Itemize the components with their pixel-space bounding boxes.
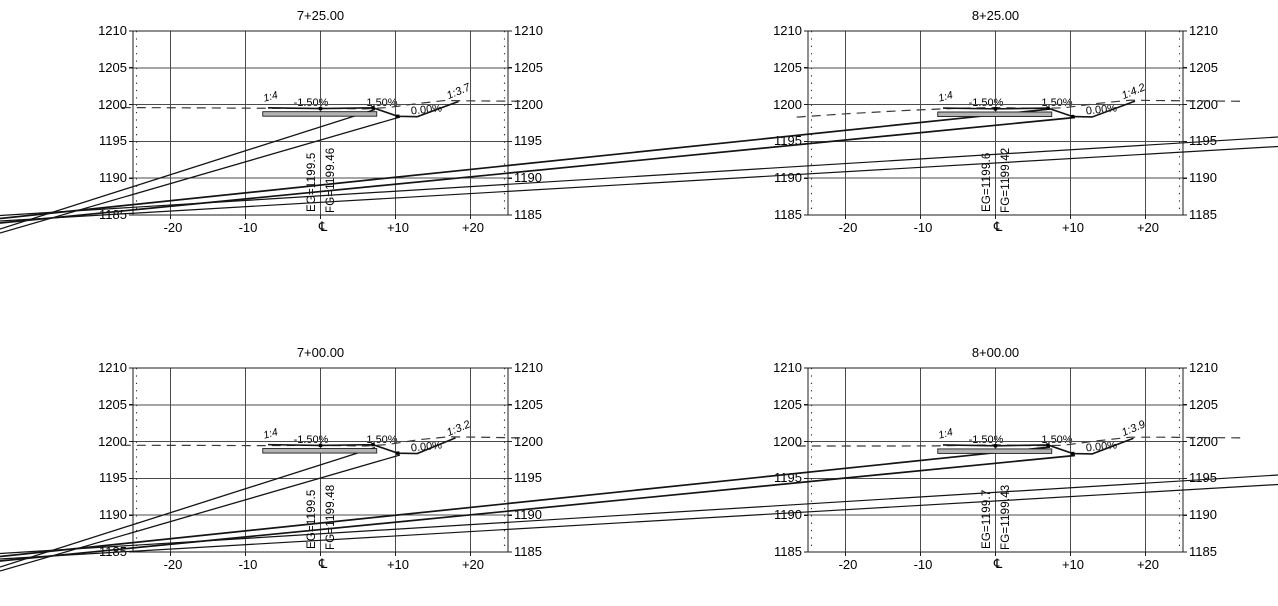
y-axis-label: 1185 <box>1189 544 1217 559</box>
section-plot-7-00: 7+00.00 EG=1199.5 FG=1199.48 1:4 -1.50% … <box>98 345 543 572</box>
centerline-axis-label: ℄ <box>993 557 1003 572</box>
y-axis-label: 1200 <box>773 96 802 112</box>
y-axis-label: 1185 <box>1189 207 1217 222</box>
y-axis-label: 1205 <box>773 396 802 412</box>
station-title: 8+00.00 <box>971 345 1020 360</box>
y-axis-label: 1205 <box>98 59 127 75</box>
left-slope-label: 1:4 <box>937 89 955 105</box>
y-axis-label: 1185 <box>774 544 802 559</box>
x-axis-label: -20 <box>838 220 858 235</box>
x-axis-label: +20 <box>461 557 485 572</box>
left-slope-label: 1:4 <box>937 426 955 442</box>
y-axis-label: 1205 <box>514 396 543 412</box>
left-grade-label: -1.50% <box>293 434 329 446</box>
y-axis-label: 1200 <box>514 433 543 449</box>
eg-elevation-label: EG=1199.6 <box>981 152 993 212</box>
y-axis-label: 1185 <box>514 544 542 559</box>
y-axis-label: 1190 <box>774 507 802 523</box>
y-axis-label: 1195 <box>514 470 542 486</box>
x-axis-label: +10 <box>386 220 410 235</box>
y-axis-label: 1200 <box>1189 433 1218 449</box>
y-axis-label: 1190 <box>774 170 802 186</box>
y-axis-label: 1195 <box>99 133 127 149</box>
y-axis-label: 1210 <box>514 23 543 38</box>
eg-elevation-label: EG=1199.7 <box>981 489 993 549</box>
y-axis-label: 1205 <box>98 396 127 412</box>
y-axis-label: 1200 <box>98 96 127 112</box>
fg-elevation-label: FG=1199.42 <box>1000 147 1012 213</box>
y-axis-label: 1195 <box>774 133 802 149</box>
centerline-axis-label: ℄ <box>993 220 1003 235</box>
y-axis-label: 1190 <box>1189 170 1217 186</box>
x-axis-label: +10 <box>1061 557 1085 572</box>
left-grade-label: -1.50% <box>293 97 329 109</box>
x-axis-label: +20 <box>1136 220 1160 235</box>
y-axis-label: 1185 <box>99 544 127 559</box>
x-axis-label: -10 <box>238 557 258 572</box>
left-grade-label: -1.50% <box>968 97 1004 109</box>
x-axis-label: -10 <box>238 220 258 235</box>
fg-elevation-label: FG=1199.46 <box>325 147 337 213</box>
section-plot-8-25: 8+25.00 EG=1199.6 FG=1199.42 1:4 -1.50% … <box>773 8 1218 235</box>
x-axis-label: +20 <box>461 220 485 235</box>
y-axis-label: 1205 <box>514 59 543 75</box>
back-slope-label: 1:3.9 <box>1120 418 1148 440</box>
y-axis-label: 1200 <box>1189 96 1218 112</box>
y-axis-label: 1200 <box>514 96 543 112</box>
y-axis-label: 1210 <box>98 360 127 375</box>
y-axis-label: 1200 <box>98 433 127 449</box>
eg-elevation-label: EG=1199.5 <box>306 152 318 212</box>
left-slope-label: 1:4 <box>262 426 280 442</box>
left-grade-label: -1.50% <box>968 434 1004 446</box>
y-axis-label: 1195 <box>1189 470 1217 486</box>
centerline-axis-label: ℄ <box>318 557 328 572</box>
x-axis-label: -20 <box>163 557 183 572</box>
y-axis-label: 1190 <box>99 507 127 523</box>
back-slope-label: 1:4.2 <box>1120 81 1148 103</box>
y-axis-label: 1210 <box>773 23 802 38</box>
x-axis-label: -20 <box>838 557 858 572</box>
y-axis-label: 1210 <box>1189 360 1218 375</box>
centerline-axis-label: ℄ <box>318 220 328 235</box>
y-axis-label: 1195 <box>514 133 542 149</box>
fg-elevation-label: FG=1199.43 <box>1000 484 1012 550</box>
back-slope-label: 1:3.2 <box>445 418 473 440</box>
station-title: 8+25.00 <box>971 8 1020 23</box>
station-title: 7+25.00 <box>296 8 345 23</box>
x-axis-label: -10 <box>913 220 933 235</box>
y-axis-label: 1185 <box>774 207 802 222</box>
y-axis-label: 1205 <box>773 59 802 75</box>
y-axis-label: 1195 <box>1189 133 1217 149</box>
y-axis-label: 1185 <box>514 207 542 222</box>
x-axis-label: -20 <box>163 220 183 235</box>
eg-elevation-label: EG=1199.5 <box>306 489 318 549</box>
y-axis-label: 1210 <box>98 23 127 38</box>
y-axis-label: 1190 <box>514 170 542 186</box>
fg-elevation-label: FG=1199.48 <box>325 484 337 550</box>
y-axis-label: 1205 <box>1189 396 1218 412</box>
y-axis-label: 1190 <box>514 507 542 523</box>
section-plot-8-00: 8+00.00 EG=1199.7 FG=1199.43 1:4 -1.50% … <box>773 345 1218 572</box>
y-axis-label: 1190 <box>1189 507 1217 523</box>
y-axis-label: 1185 <box>99 207 127 222</box>
y-axis-label: 1190 <box>99 170 127 186</box>
y-axis-label: 1205 <box>1189 59 1218 75</box>
y-axis-label: 1195 <box>774 470 802 486</box>
back-slope-label: 1:3.7 <box>445 81 473 103</box>
y-axis-label: 1200 <box>773 433 802 449</box>
x-axis-label: +10 <box>386 557 410 572</box>
left-slope-label: 1:4 <box>262 89 280 105</box>
section-plot-7-25: 7+25.00 EG=1199.5 FG=1199.46 1:4 -1.50% … <box>98 8 543 235</box>
x-axis-label: +10 <box>1061 220 1085 235</box>
y-axis-label: 1195 <box>99 470 127 486</box>
y-axis-label: 1210 <box>1189 23 1218 38</box>
x-axis-label: +20 <box>1136 557 1160 572</box>
x-axis-label: -10 <box>913 557 933 572</box>
y-axis-label: 1210 <box>773 360 802 375</box>
y-axis-label: 1210 <box>514 360 543 375</box>
station-title: 7+00.00 <box>296 345 345 360</box>
